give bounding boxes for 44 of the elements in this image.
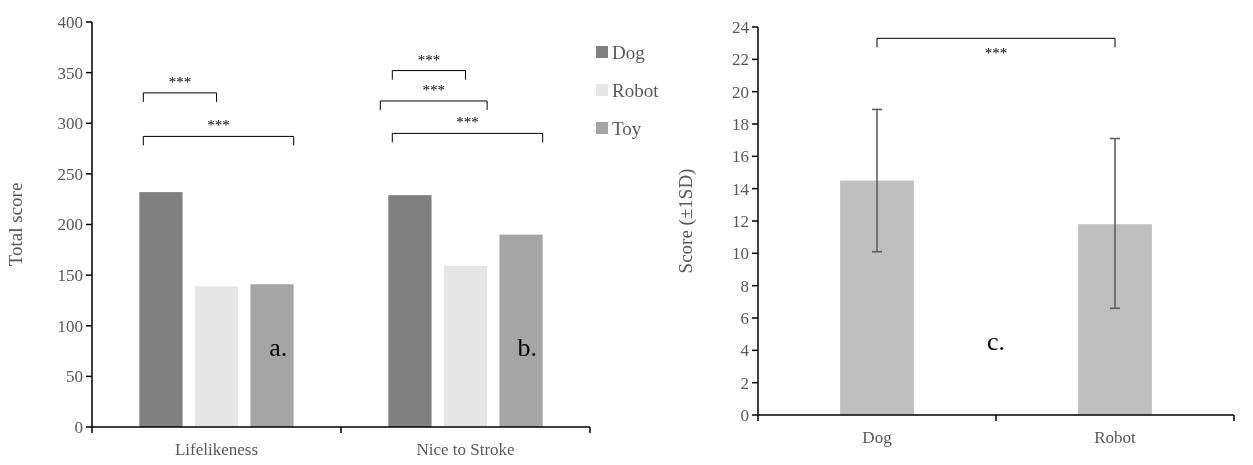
annotation: c. (986, 327, 1006, 357)
legend-label: Robot (612, 79, 660, 101)
y-tick-label: 14 (732, 179, 750, 199)
annotation: *** (422, 81, 445, 98)
annotation: *** (168, 73, 192, 90)
legend-label: Toy (612, 117, 642, 139)
y-tick-label: 18 (732, 114, 749, 134)
y-tick-label: 6 (740, 308, 749, 328)
y-tick-label: 12 (732, 211, 749, 231)
bar (250, 284, 294, 427)
bar (388, 195, 432, 427)
y-tick-label: 4 (740, 341, 750, 361)
y-tick-label: 300 (57, 114, 83, 134)
annotation: *** (207, 117, 230, 134)
y-tick-label: 0 (740, 405, 749, 425)
y-tick-label: 200 (57, 215, 83, 235)
x-tick-label: Lifelikeness (174, 440, 259, 459)
y-tick-label: 100 (57, 316, 83, 336)
y-tick-label: 250 (57, 164, 83, 184)
annotation: a. (269, 333, 288, 363)
y-tick-label: 20 (732, 82, 749, 102)
y-tick-label: 400 (57, 12, 83, 32)
bar (443, 266, 488, 427)
y-tick-label: 150 (57, 266, 83, 286)
annotation: b. (517, 333, 537, 363)
y-tick-label: 50 (66, 367, 83, 387)
y-tick-label: 16 (732, 147, 749, 167)
y-tick-label: 10 (732, 244, 749, 264)
annotation: *** (417, 51, 441, 68)
y-axis-title: Score (±1SD) (675, 168, 697, 274)
y-tick-label: 22 (732, 50, 749, 70)
y-tick-label: 2 (740, 373, 749, 393)
y-tick-label: 0 (74, 417, 83, 437)
x-tick-label: Nice to Stroke (416, 440, 515, 459)
bar (139, 192, 183, 427)
annotation: *** (984, 45, 1008, 62)
y-tick-label: 8 (740, 276, 749, 296)
annotation: *** (456, 114, 479, 131)
bar (194, 286, 239, 427)
y-tick-label: 24 (732, 17, 750, 37)
bar (499, 234, 543, 427)
legend-label: Dog (612, 41, 646, 63)
y-axis-title: Total score (5, 182, 26, 267)
y-tick-label: 350 (57, 63, 83, 83)
